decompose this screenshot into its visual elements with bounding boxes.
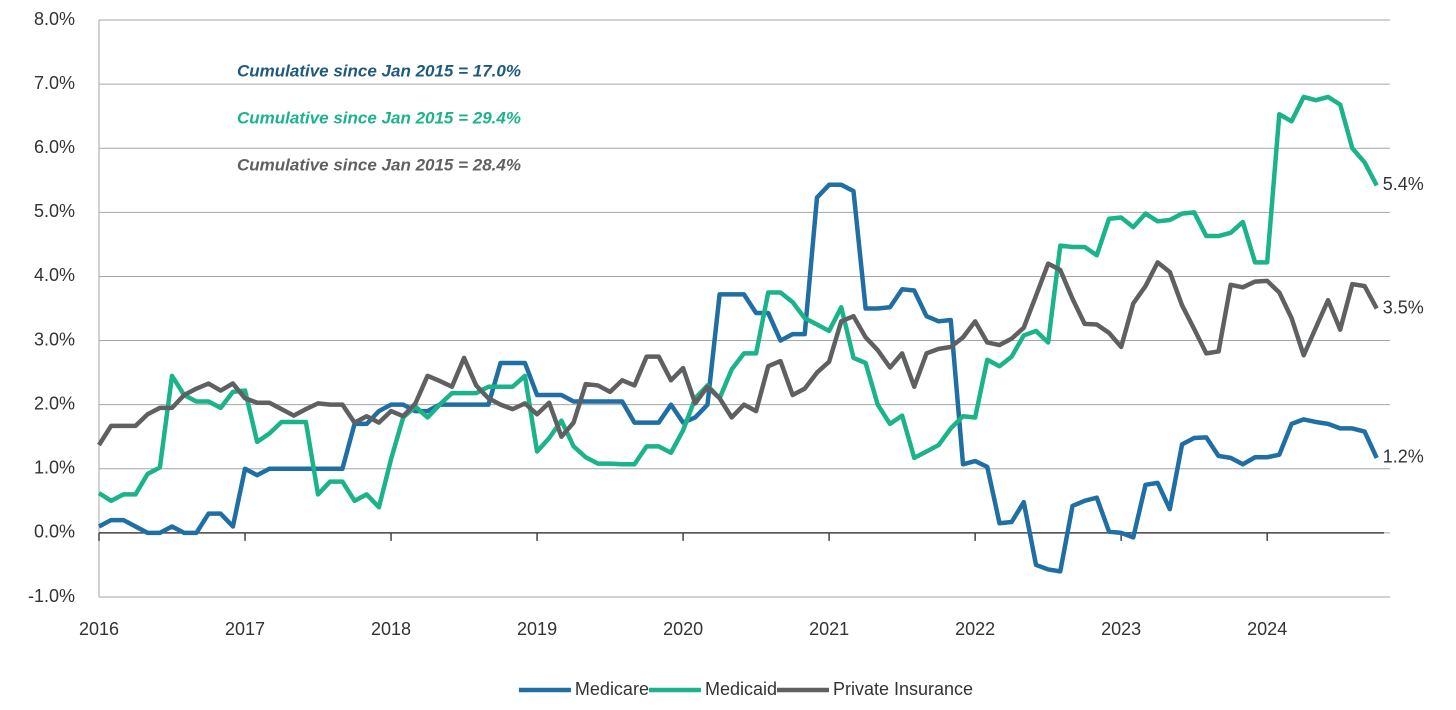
annotation: Cumulative since Jan 2015 = 29.4% (237, 108, 521, 127)
end-label: 1.2% (1383, 447, 1424, 467)
legend-label: Private Insurance (833, 679, 973, 699)
x-tick-label: 2022 (955, 619, 995, 639)
end-label: 3.5% (1383, 297, 1424, 317)
y-tick-label: -1.0% (28, 586, 75, 606)
series-line (97, 182, 1379, 574)
y-tick-label: 4.0% (34, 265, 75, 285)
annotation: Cumulative since Jan 2015 = 17.0% (237, 61, 521, 80)
y-tick-label: 6.0% (34, 137, 75, 157)
x-tick-label: 2024 (1247, 619, 1287, 639)
x-tick-label: 2021 (809, 619, 849, 639)
x-tick-label: 2018 (371, 619, 411, 639)
series-line (97, 94, 1379, 510)
y-tick-label: 8.0% (34, 9, 75, 29)
x-tick-label: 2020 (663, 619, 703, 639)
legend-label: Medicaid (705, 679, 777, 699)
end-label: 5.4% (1383, 174, 1424, 194)
x-tick-label: 2019 (517, 619, 557, 639)
y-tick-label: 5.0% (34, 201, 75, 221)
y-tick-label: 1.0% (34, 458, 75, 478)
y-tick-label: 3.0% (34, 329, 75, 349)
y-tick-label: 0.0% (34, 522, 75, 542)
x-tick-label: 2023 (1101, 619, 1141, 639)
annotation: Cumulative since Jan 2015 = 28.4% (237, 155, 521, 174)
x-tick-label: 2016 (79, 619, 119, 639)
x-tick-label: 2017 (225, 619, 265, 639)
series-line (97, 260, 1379, 447)
legend-label: Medicare (575, 679, 649, 699)
y-tick-label: 2.0% (34, 393, 75, 413)
y-tick-label: 7.0% (34, 73, 75, 93)
